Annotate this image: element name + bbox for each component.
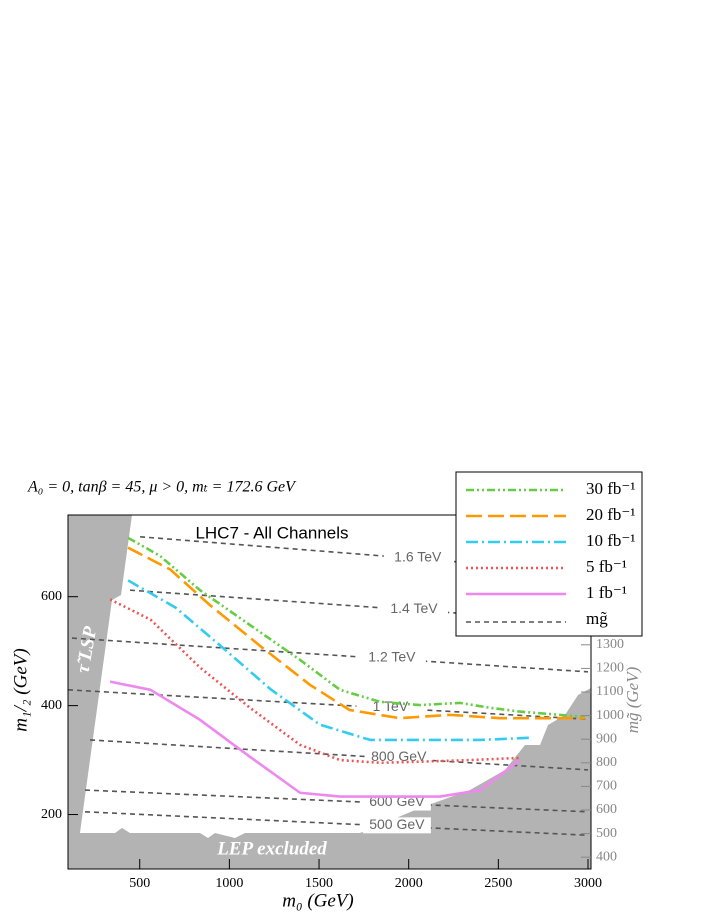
y-tick-label: 200 [41,807,62,822]
y-tick-label: 600 [41,589,62,604]
chart-subtitle: LHC7 - All Channels [195,523,348,542]
contour-label: 1.6 TeV [394,548,442,564]
y2-tick-label: 800 [596,755,617,770]
x-tick-label: 1500 [305,876,333,891]
y2-tick-label: 600 [596,802,617,817]
y-axis-label: m₁/₂ (GeV) [10,648,31,731]
x-axis-label: m₀ (GeV) [282,890,354,911]
y2-tick-label: 1200 [596,661,624,676]
y2-tick-label: 500 [596,826,617,841]
legend-label: 1 fb⁻¹ [586,583,627,602]
series-line [127,546,585,720]
gluino-contour [84,811,589,837]
contour-label: 1 TeV [373,698,409,714]
x-tick-label: 2000 [395,876,423,891]
lep-excluded-region [68,688,591,869]
legend-label: 10 fb⁻¹ [586,531,635,550]
legend-box [455,471,643,637]
y2-tick-label: 900 [596,731,617,746]
legend-label: 30 fb⁻¹ [586,479,635,498]
legend-label: 5 fb⁻¹ [586,557,627,576]
contour-label-bg [362,817,431,834]
series-line [109,680,521,798]
contour-label-bg [362,794,431,811]
gluino-contour [71,637,589,673]
region-label: LEP excluded [216,838,327,859]
stau-lsp-region [68,515,132,869]
contour-label: 800 GeV [371,748,427,764]
y2-tick-label: 700 [596,779,617,794]
contour-label: 1.2 TeV [368,649,416,665]
x-tick-label: 1000 [215,876,243,891]
contour-label: 1.4 TeV [390,600,438,616]
y2-axis-label: mg̃ (GeV) [623,666,642,733]
series-line [109,598,521,765]
contour-label-bg [379,601,448,618]
legend-label: mg̃ [586,609,608,628]
y2-tick-label: 1100 [596,684,623,699]
y2-tick-label: 1000 [596,708,624,723]
gluino-contour [90,739,589,771]
gluino-contour [140,535,589,573]
x-tick-label: 3000 [574,876,602,891]
y2-tick-label: 1300 [596,637,624,652]
y-tick-label: 400 [41,698,62,713]
contour-label-bg [357,650,426,667]
legend-label: 20 fb⁻¹ [586,505,635,524]
x-tick-label: 2500 [484,876,512,891]
contour-label-bg [383,549,452,566]
y2-tick-label: 400 [596,849,617,864]
series-line [127,536,586,719]
series-line [127,579,531,742]
gluino-contour [84,789,589,813]
contour-label: 500 GeV [369,816,425,832]
contour-label-bg [356,699,425,716]
x-tick-label: 500 [129,876,150,891]
chart-title: A₀ = 0, tanβ = 45, μ > 0, mₜ = 172.6 GeV [27,479,297,496]
gluino-contour [67,689,589,721]
